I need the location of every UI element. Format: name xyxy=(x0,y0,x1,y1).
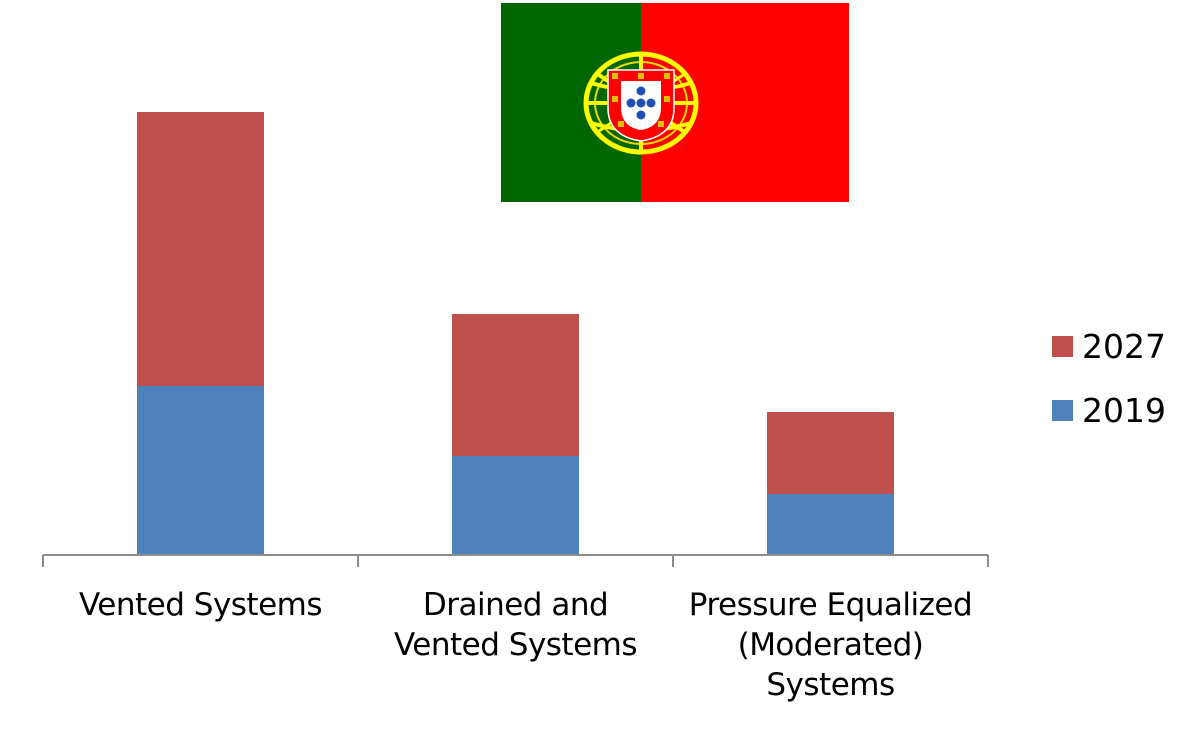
category-label-2: Pressure Equalized (Moderated) Systems xyxy=(673,585,988,705)
bar-2027-2 xyxy=(767,412,894,494)
category-label-line: Vented Systems xyxy=(393,627,638,663)
bar-2027-0 xyxy=(137,112,264,386)
category-label-1: Drained and Vented Systems xyxy=(358,585,673,665)
bar-2027-1 xyxy=(452,314,579,456)
bar-2019-1 xyxy=(452,456,579,555)
legend-label-2027: 2027 xyxy=(1082,327,1166,366)
category-label-line: Systems xyxy=(766,667,895,703)
category-label-line: Vented Systems xyxy=(78,587,323,623)
legend-label-2019: 2019 xyxy=(1082,391,1166,430)
category-label-0: Vented Systems xyxy=(43,585,358,625)
legend-item-2019: 2019 xyxy=(1052,391,1166,430)
legend-swatch-2027 xyxy=(1052,336,1073,357)
bar-2019-0 xyxy=(137,386,264,555)
category-label-line: Pressure Equalized xyxy=(688,587,973,623)
x-axis xyxy=(42,554,989,567)
legend-swatch-2019 xyxy=(1052,400,1073,421)
legend-item-2027: 2027 xyxy=(1052,327,1166,366)
bar-2019-2 xyxy=(767,494,894,555)
category-label-line: (Moderated) xyxy=(737,627,924,663)
portugal-flag-image xyxy=(501,3,849,202)
category-label-line: Drained and xyxy=(422,587,609,623)
bars-group xyxy=(137,112,894,555)
